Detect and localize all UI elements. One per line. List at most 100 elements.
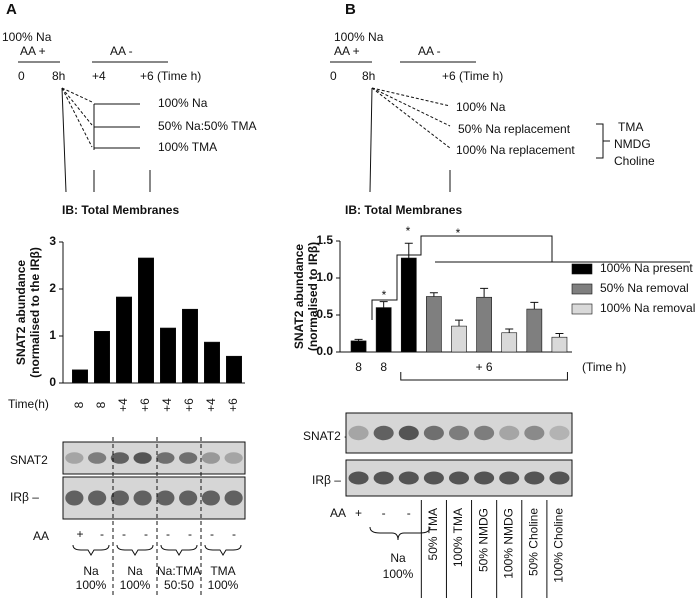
blot-band [524, 425, 545, 441]
group-label: Na:TMA [157, 564, 201, 578]
blot-band [88, 452, 107, 464]
x-tick-label: 8 [94, 401, 108, 408]
x-tick-label: +6 [138, 398, 152, 412]
bar [476, 296, 492, 353]
y-tick-label: 0.0 [316, 344, 333, 358]
significance: * [456, 226, 461, 240]
legend-swatch [571, 263, 593, 275]
aa-sign: - [188, 527, 192, 541]
aa-sign: - [100, 527, 104, 541]
label: 8h [362, 69, 375, 83]
error-bar [404, 242, 413, 259]
group-label: Na [83, 564, 99, 578]
lane-label: 50% NMDG [476, 508, 490, 572]
bar [375, 307, 392, 353]
lane-label: 50% TMA [426, 508, 440, 560]
blot-band [373, 425, 394, 441]
bar [400, 257, 417, 353]
aa-sign: - [382, 506, 386, 520]
brace [72, 544, 110, 556]
blot-band [499, 471, 520, 485]
blot-band [524, 471, 545, 485]
y-tick-label: 2 [49, 281, 56, 295]
blot-band [348, 471, 369, 485]
lane-label: 100% TMA [451, 508, 465, 567]
bar [204, 341, 221, 384]
blot-band [201, 452, 220, 464]
x-tick-label: +6 [226, 398, 240, 412]
aa-sign: + [355, 506, 362, 520]
y-tick-label: 1.0 [316, 270, 333, 284]
arrow [61, 87, 93, 148]
panel-label: B [345, 1, 356, 18]
label: AA + [334, 44, 360, 58]
legend-label: 50% Na removal [600, 281, 689, 295]
legend-swatch [571, 303, 593, 315]
x-tick-label: 8 [380, 360, 387, 374]
legend-label: 100% Na removal [600, 301, 695, 315]
label: Na [390, 551, 406, 565]
group-bracket [400, 372, 568, 381]
brace [204, 544, 242, 556]
blot-band [474, 471, 495, 485]
bar [451, 325, 467, 353]
blot-band [179, 452, 198, 464]
y-axis-label: (normalised to the IRβ) [28, 247, 42, 378]
label: AA - [110, 44, 133, 58]
label: AA + [20, 44, 46, 58]
label: AA - [418, 44, 441, 58]
aa-sign: - [144, 527, 148, 541]
blot-band [201, 490, 220, 506]
bar [116, 296, 133, 384]
blot-band [65, 490, 84, 506]
blot-band [88, 490, 107, 506]
bar [138, 257, 155, 384]
y-tick-label: 0.5 [316, 307, 333, 321]
brace [369, 526, 431, 541]
error-bar [480, 287, 489, 298]
error-bar [429, 292, 438, 297]
y-tick-label: 0 [49, 375, 56, 389]
error-bar [354, 338, 363, 341]
group-label: 50:50 [164, 578, 194, 592]
group-label: 100% [208, 578, 239, 592]
label: +4 [92, 69, 106, 83]
significance: * [382, 288, 387, 302]
label: TMA [618, 120, 643, 134]
bar [501, 332, 518, 353]
aa-sign: + [76, 527, 83, 541]
error-bar [379, 301, 388, 308]
error-bar [530, 301, 539, 310]
panel-label: A [6, 1, 17, 18]
aa-sign: - [232, 527, 236, 541]
label: 0 [330, 69, 337, 83]
blot-band [448, 425, 470, 441]
aa-sign: - [122, 527, 126, 541]
arrow [93, 103, 140, 150]
x-tick-label: +4 [116, 398, 130, 412]
label: 50% Na replacement [458, 122, 571, 136]
bar [94, 330, 111, 384]
blot-band [65, 452, 84, 464]
x-tick-label: 8 [355, 360, 362, 374]
label: 0 [18, 69, 25, 83]
bar [551, 336, 568, 353]
x-tick-label: +4 [160, 398, 174, 412]
arrow [369, 87, 451, 193]
label: Choline [614, 154, 655, 168]
label: 100% Na [2, 30, 52, 44]
brace [160, 544, 198, 556]
y-axis-label: SNAT2 abundance [14, 260, 28, 365]
error-bar [505, 328, 514, 333]
label: +6 (Time h) [442, 69, 503, 83]
label: 100% TMA [158, 140, 217, 154]
aa-sign: - [407, 506, 411, 520]
label: IRβ – [10, 490, 39, 504]
label: 50% Na:50% TMA [158, 119, 257, 133]
aa-sign: - [210, 527, 214, 541]
blot-band [110, 490, 129, 506]
blot-band [398, 471, 419, 485]
label: SNAT2 [10, 453, 48, 467]
label: AA [330, 506, 346, 520]
